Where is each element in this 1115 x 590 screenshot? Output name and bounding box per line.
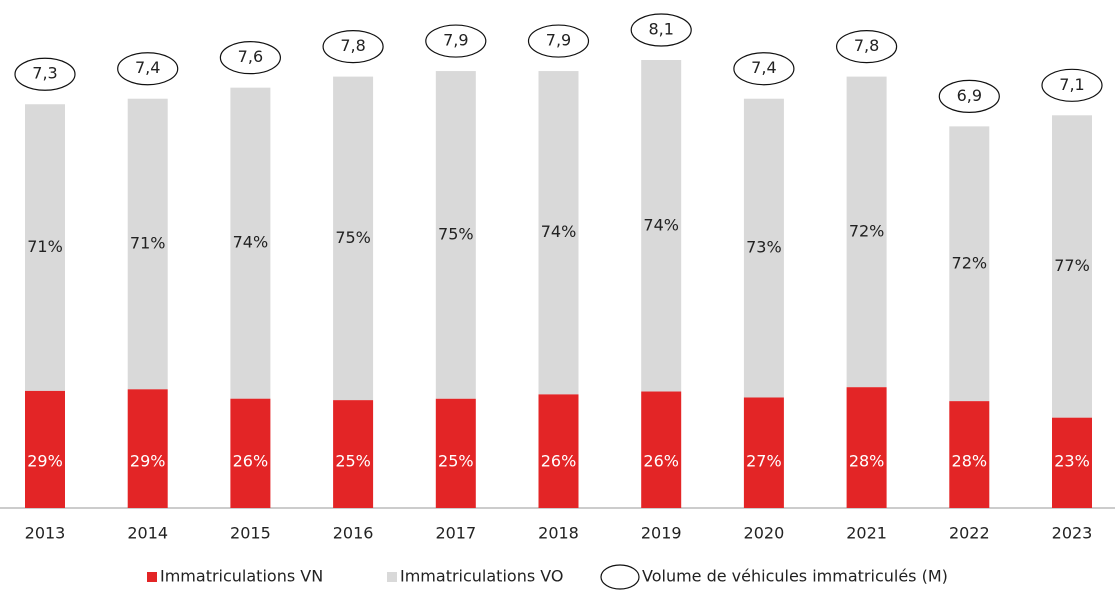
bar-vn (641, 391, 682, 508)
volume-marker (117, 52, 179, 86)
x-tick-label: 2016 (333, 524, 374, 543)
bar-vo (949, 126, 990, 402)
legend-swatch (387, 572, 397, 582)
bar-vn (435, 398, 476, 508)
bar-vo (743, 98, 784, 398)
x-tick-label: 2014 (127, 524, 168, 543)
vn-label: 25% (335, 452, 371, 471)
x-tick-label: 2022 (949, 524, 990, 543)
vo-label: 74% (643, 215, 679, 234)
vo-label: 74% (541, 222, 577, 241)
bar-vo (641, 60, 682, 392)
bar-vo (127, 98, 168, 390)
bar-vn (333, 400, 374, 508)
volume-label: 7,3 (32, 64, 57, 83)
legend-swatch (147, 572, 157, 582)
bar-vo (230, 87, 271, 399)
vn-label: 29% (27, 452, 63, 471)
vn-label: 26% (233, 452, 269, 471)
legend-label: Immatriculations VO (400, 567, 564, 586)
x-tick-label: 2017 (435, 524, 476, 543)
volume-label: 8,1 (648, 20, 673, 39)
x-tick-label: 2021 (846, 524, 887, 543)
legend-swatch (600, 564, 640, 590)
x-tick-label: 2019 (641, 524, 682, 543)
vn-label: 26% (643, 452, 679, 471)
x-tick-label: 2020 (744, 524, 785, 543)
volume-label: 7,1 (1059, 75, 1084, 94)
vn-label: 26% (541, 452, 577, 471)
volume-marker (733, 52, 795, 86)
bar-vn (949, 401, 990, 508)
vn-label: 28% (952, 452, 988, 471)
volume-marker (14, 57, 76, 91)
vo-label: 75% (438, 224, 474, 243)
vn-label: 28% (849, 452, 885, 471)
bar-vn (1052, 417, 1092, 508)
vo-label: 75% (335, 228, 371, 247)
legend-label: Immatriculations VN (160, 567, 323, 586)
x-tick-label: 2015 (230, 524, 271, 543)
volume-label: 7,4 (135, 58, 160, 77)
x-tick-label: 2013 (25, 524, 66, 543)
bar-vn (230, 398, 271, 508)
x-tick-label: 2023 (1052, 524, 1093, 543)
bar-vn (538, 394, 579, 508)
vn-label: 25% (438, 452, 474, 471)
volume-marker (835, 29, 898, 64)
volume-label: 6,9 (957, 86, 982, 105)
volume-marker (938, 79, 1000, 113)
vo-label: 71% (130, 234, 166, 253)
volume-label: 7,9 (546, 31, 571, 50)
volume-label: 7,6 (238, 47, 263, 66)
volume-marker (322, 29, 384, 64)
vn-label: 29% (130, 452, 166, 471)
vn-label: 27% (746, 452, 782, 471)
volume-marker (630, 13, 692, 47)
bar-vo (25, 104, 65, 391)
vo-label: 72% (849, 221, 885, 240)
vn-label: 23% (1054, 452, 1090, 471)
volume-marker (219, 41, 281, 75)
bar-vn (846, 387, 887, 508)
bar-vo (435, 71, 476, 399)
bar-vn (25, 390, 65, 508)
bar-vo (538, 71, 579, 395)
vo-label: 71% (27, 237, 63, 256)
volume-marker (425, 24, 487, 58)
x-tick-label: 2018 (538, 524, 579, 543)
vo-label: 72% (952, 253, 988, 272)
volume-label: 7,8 (854, 36, 879, 55)
bar-vn (743, 397, 784, 508)
volume-marker (1041, 68, 1103, 102)
vo-label: 73% (746, 238, 782, 257)
bar-vo (846, 76, 887, 388)
volume-label: 7,8 (340, 36, 365, 55)
legend-label: Volume de véhicules immatriculés (M) (642, 567, 948, 586)
volume-label: 7,9 (443, 31, 468, 50)
bar-vo (333, 76, 374, 401)
bar-vn (127, 389, 168, 508)
vo-label: 74% (233, 233, 269, 252)
volume-label: 7,4 (751, 58, 776, 77)
vo-label: 77% (1054, 256, 1090, 275)
bar-vo (1052, 115, 1092, 418)
volume-marker (527, 24, 590, 58)
